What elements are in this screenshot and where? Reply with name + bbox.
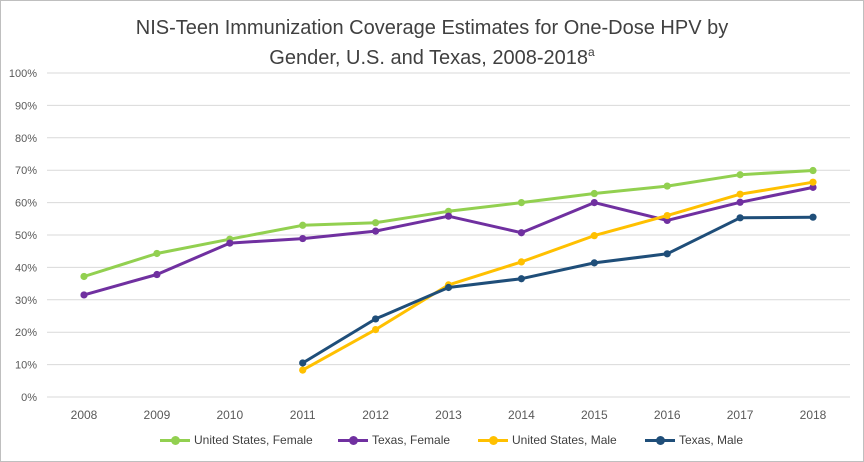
x-tick-label: 2012 [362,408,389,422]
y-tick-label: 0% [21,392,37,404]
data-point-united-states-female [590,189,598,198]
data-point-texas-male [299,359,307,367]
data-point-united-states-female [809,166,817,175]
data-point-united-states-male [299,366,307,374]
chart-title-superscript: a [588,45,595,59]
chart-title-line-2: Gender, U.S. and Texas, 2008-2018 [269,47,589,69]
data-point-texas-female [736,198,744,206]
y-tick-label: 100% [9,68,37,80]
y-tick-label: 70% [15,165,37,177]
data-point-united-states-female [80,272,88,281]
data-point-united-states-female [299,221,307,229]
x-tick-label: 2008 [71,408,98,422]
series-line-united-states-female [82,169,815,278]
y-tick-label: 10% [15,360,37,372]
data-point-united-states-male [372,326,380,334]
data-point-united-states-female [736,171,744,179]
x-tick-label: 2018 [800,408,827,422]
legend-label: Texas, Female [372,433,451,447]
legend-item: United States, Female [160,430,313,450]
data-point-texas-female [299,234,307,243]
data-point-texas-male [663,250,671,258]
legend-label: United States, Female [194,433,313,447]
y-tick-label: 80% [15,133,37,145]
data-point-texas-male [809,213,817,221]
chart-legend: United States, Female Texas, Female United… [0,430,864,450]
data-point-united-states-male [663,211,671,220]
data-point-texas-female [153,270,161,279]
y-tick-label: 40% [15,262,37,274]
data-point-texas-male [444,283,453,292]
x-tick-label: 2014 [508,408,535,422]
y-tick-label: 50% [15,230,37,242]
legend-item: Texas, Male [645,430,743,450]
data-point-texas-male [590,259,598,267]
data-point-united-states-female [663,182,671,190]
series-line-united-states-male [301,180,815,372]
legend-swatch [645,435,675,445]
y-tick-label: 20% [15,327,37,339]
data-point-united-states-female [153,249,161,258]
data-point-united-states-male [736,190,744,198]
data-point-texas-female [590,199,598,207]
y-tick-label: 30% [15,295,37,307]
x-tick-label: 2009 [144,408,171,422]
data-point-united-states-male [590,232,598,240]
series-line-texas-male [301,215,815,365]
data-point-texas-male [736,214,744,222]
data-point-texas-female [444,212,453,220]
chart-title-line-1: NIS-Teen Immunization Coverage Estimates… [135,17,729,39]
legend-item: Texas, Female [338,430,450,450]
y-tick-label: 90% [15,100,37,112]
x-tick-label: 2013 [435,408,462,422]
data-point-texas-female [80,291,88,299]
legend-swatch [160,435,190,445]
data-point-texas-female [517,229,526,237]
data-point-united-states-female [372,219,380,227]
x-tick-label: 2010 [216,408,243,422]
data-point-texas-male [517,275,526,283]
data-point-texas-female [809,183,817,191]
legend-swatch [478,435,508,445]
chart-title: NIS-Teen Immunization Coverage Estimates… [0,16,864,70]
x-tick-label: 2011 [290,408,316,422]
line-chart: 0% 10% 20% 30% 40% 50% 60% 70% 80% 90% 100% 2008 200… [9,68,850,422]
data-point-united-states-male [809,178,817,186]
legend-item: United States, Male [478,430,617,450]
legend-label: United States, Male [512,433,617,447]
data-point-united-states-female [517,199,526,207]
data-point-texas-female [372,227,380,235]
data-point-united-states-male [517,258,526,266]
y-tick-label: 60% [15,198,37,210]
data-point-texas-male [372,315,380,323]
data-point-texas-female [226,239,234,247]
x-tick-label: 2017 [727,408,754,422]
legend-label: Texas, Male [679,433,744,447]
legend-swatch [338,435,368,445]
x-tick-label: 2015 [581,408,608,422]
x-tick-label: 2016 [654,408,681,422]
